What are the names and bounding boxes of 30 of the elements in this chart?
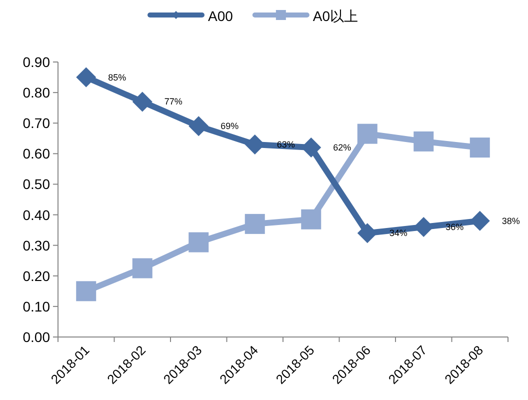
point	[357, 223, 378, 244]
point	[470, 210, 490, 231]
y-tick-label: 0.70	[22, 115, 50, 132]
point	[188, 116, 209, 136]
y-tick-label: 0.40	[22, 206, 50, 223]
data-label: 77%	[164, 96, 182, 107]
data-label: 62%	[333, 142, 352, 153]
y-tick-label: 0.00	[22, 329, 50, 345]
point	[244, 214, 265, 234]
y-tick-label: 0.60	[22, 146, 50, 162]
data-label: 69%	[220, 121, 239, 132]
y-tick-label: 0.10	[22, 298, 50, 314]
point	[357, 124, 378, 144]
point	[132, 92, 152, 112]
point	[188, 232, 209, 252]
point	[132, 258, 152, 278]
data-label: 38%	[502, 216, 520, 226]
point	[301, 209, 322, 230]
legend-label: A00	[208, 8, 234, 24]
point	[414, 131, 434, 152]
y-tick-label: 0.20	[22, 268, 50, 284]
point	[76, 281, 96, 302]
y-tick-label: 0.90	[22, 54, 50, 70]
point	[76, 67, 96, 88]
y-tick-label: 0.50	[22, 176, 50, 192]
y-tick-label: 0.30	[22, 237, 50, 254]
y-tick-label: 0.80	[22, 84, 50, 101]
data-label: 85%	[108, 72, 126, 82]
point	[470, 138, 490, 158]
legend-label: A0以上	[312, 8, 358, 24]
